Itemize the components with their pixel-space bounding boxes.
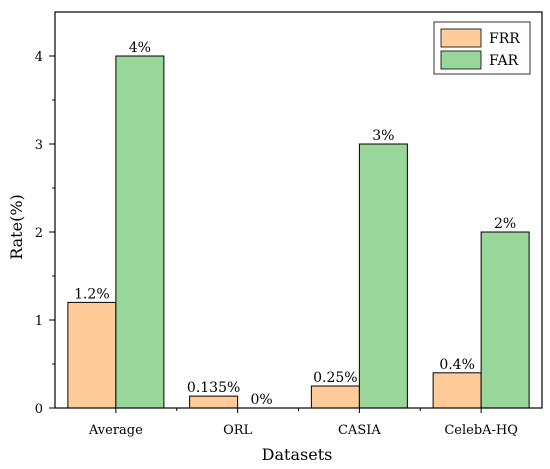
data-label-frr-casia: 0.25% [313, 370, 357, 386]
x-tick-label: ORL [223, 423, 252, 438]
bar-far-average [115, 55, 165, 409]
data-label-far-average: 4% [129, 40, 151, 56]
x-axis-title: Datasets [262, 445, 333, 464]
legend-swatch-frr [440, 28, 482, 48]
y-tick-label: 3 [35, 138, 43, 153]
data-label-far-celeba-hq: 2% [494, 216, 516, 232]
bar-frr-orl [189, 395, 239, 409]
legend-label-frr: FRR [489, 31, 520, 47]
y-tick-label: 2 [35, 226, 43, 241]
data-label-far-orl: 0% [251, 392, 273, 408]
data-label-frr-average: 1.2% [74, 286, 110, 302]
bars-layer [67, 55, 530, 409]
bar-frr-casia [310, 385, 360, 409]
y-tick-label: 0 [35, 402, 43, 417]
bar-far-celeba-hq [480, 231, 530, 409]
bar-far-casia [358, 143, 408, 409]
legend: FRR FAR [433, 21, 531, 75]
ticks-layer: Average ORL CASIA CelebA-HQ 0 1 2 3 4 [35, 50, 518, 438]
x-tick-label: CelebA-HQ [444, 423, 518, 438]
y-tick-label: 1 [35, 314, 43, 329]
bar-frr-celeba-hq [432, 372, 482, 409]
data-label-frr-celeba-hq: 0.4% [439, 357, 475, 373]
legend-swatch-far [440, 50, 482, 70]
x-tick-label: Average [88, 423, 143, 438]
y-tick-label: 4 [35, 50, 43, 65]
y-axis-title: Rate(%) [7, 194, 26, 260]
legend-label-far: FAR [489, 53, 519, 69]
data-label-far-casia: 3% [372, 128, 394, 144]
data-labels-layer: 1.2% 4% 0.135% 0% 0.25% 3% 0.4% 2% [74, 40, 516, 408]
x-tick-label: CASIA [338, 423, 381, 438]
bar-frr-average [67, 301, 117, 409]
data-label-frr-orl: 0.135% [187, 380, 240, 396]
